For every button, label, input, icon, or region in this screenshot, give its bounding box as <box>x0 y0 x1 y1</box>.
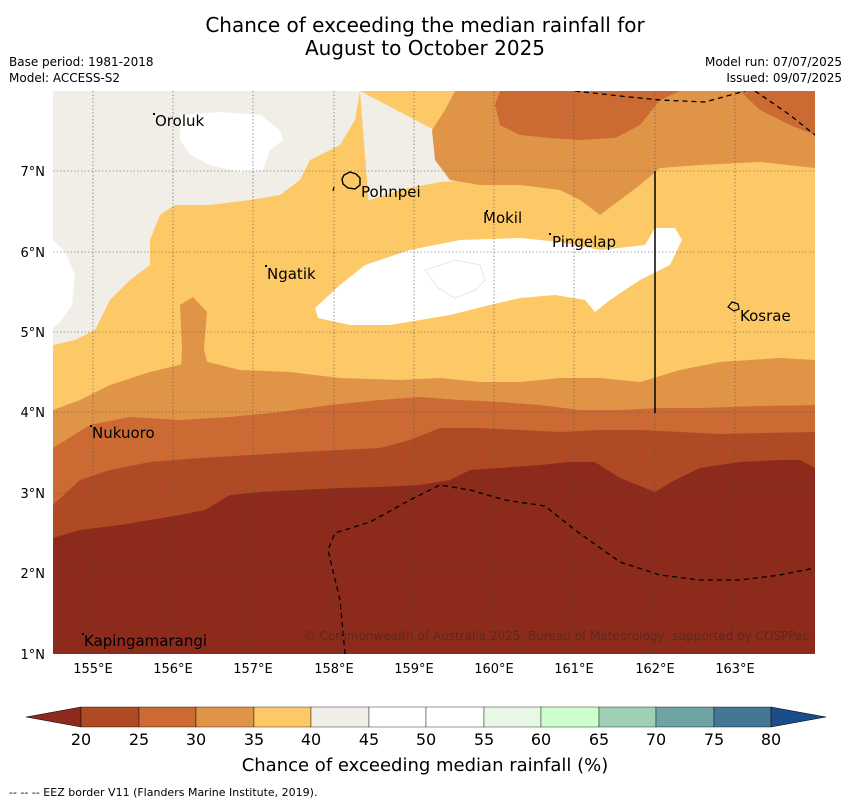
colorbar-cell <box>138 706 197 728</box>
map-title-line2: August to October 2025 <box>304 36 546 60</box>
lon-tick: 160°E <box>474 662 514 677</box>
colorbar-tick: 20 <box>71 730 91 749</box>
colorbar-cell <box>540 706 600 728</box>
colorbar-cell <box>253 706 312 728</box>
band-30-35-finger <box>180 297 212 385</box>
lon-tick: 159°E <box>394 662 434 677</box>
lat-axis: 7°N 6°N 5°N 4°N 3°N 2°N 1°N <box>21 165 46 663</box>
band-45-50-north <box>180 112 283 172</box>
colorbar-tick: 30 <box>186 730 206 749</box>
lat-tick: 2°N <box>21 567 46 582</box>
lat-tick: 4°N <box>21 406 46 421</box>
band-50-55-centre <box>424 259 486 299</box>
colorbar-tick: 50 <box>416 730 436 749</box>
colorbar-cell <box>598 706 657 728</box>
colorbar-title: Chance of exceeding median rainfall (%) <box>241 755 609 776</box>
place-mokil: Mokil <box>483 209 522 227</box>
lat-tick: 1°N <box>21 648 46 663</box>
model-run: Model run: 07/07/2025 <box>704 55 842 69</box>
base-period: Base period: 1981-2018 <box>9 55 154 69</box>
colorbar-ticks: 20 25 30 35 40 45 50 55 60 65 70 75 80 <box>71 730 781 749</box>
lat-tick: 3°N <box>21 487 46 502</box>
band-below-20 <box>53 460 815 654</box>
lon-tick: 157°E <box>233 662 273 677</box>
contour-layer: Oroluk Pohnpei Mokil Pingelap Ngatik Kos… <box>53 91 815 654</box>
lon-tick: 158°E <box>314 662 354 677</box>
colorbar-cell <box>713 706 772 728</box>
colorbar-cell <box>80 706 140 728</box>
colorbar-cell <box>425 706 485 728</box>
lon-tick: 155°E <box>73 662 113 677</box>
island-markers <box>82 113 551 635</box>
place-nukuoro: Nukuoro <box>92 424 155 442</box>
lon-tick: 163°E <box>715 662 755 677</box>
issued-date: Issued: 09/07/2025 <box>726 71 842 85</box>
lat-tick: 6°N <box>21 246 46 261</box>
colorbar-tick: 70 <box>646 730 666 749</box>
band-45-50-west <box>53 240 75 328</box>
lon-tick: 156°E <box>153 662 193 677</box>
colorbar: 20 25 30 35 40 45 50 55 60 65 70 75 80 <box>25 706 827 749</box>
place-kapingamarangi: Kapingamarangi <box>84 632 207 650</box>
lon-tick: 161°E <box>554 662 594 677</box>
colorbar-cell <box>310 706 370 728</box>
lat-tick: 7°N <box>21 165 46 180</box>
place-oroluk: Oroluk <box>155 112 204 130</box>
pohnpei-island-icon <box>341 171 361 190</box>
colorbar-tick: 55 <box>474 730 494 749</box>
colorbar-tick: 80 <box>761 730 781 749</box>
band-25-30-north <box>495 91 815 140</box>
place-pingelap: Pingelap <box>552 233 616 251</box>
place-kosrae: Kosrae <box>740 307 791 325</box>
place-ngatik: Ngatik <box>267 265 316 283</box>
colorbar-tick: 35 <box>244 730 264 749</box>
colorbar-tick: 65 <box>589 730 609 749</box>
colorbar-tick: 45 <box>359 730 379 749</box>
colorbar-cell <box>655 706 715 728</box>
model-name: Model: ACCESS-S2 <box>9 71 121 85</box>
copyright-notice: © Commonwealth of Australia 2025, Bureau… <box>304 629 809 643</box>
colorbar-cell <box>195 706 255 728</box>
eez-footnote: -- -- -- EEZ border V11 (Flanders Marine… <box>9 786 318 799</box>
lon-axis: 155°E 156°E 157°E 158°E 159°E 160°E 161°… <box>73 662 755 677</box>
eez-border <box>327 91 815 654</box>
kosrae-island-icon <box>727 301 740 312</box>
colorbar-cell <box>368 706 427 728</box>
colorbar-cell <box>483 706 542 728</box>
colorbar-high-arrow <box>770 706 827 728</box>
map-title-line1: Chance of exceeding the median rainfall … <box>205 13 645 37</box>
place-pohnpei: Pohnpei <box>361 183 421 201</box>
gridlines <box>53 91 815 654</box>
colorbar-tick: 25 <box>129 730 149 749</box>
colorbar-low-arrow <box>25 706 82 728</box>
lon-tick: 162°E <box>635 662 675 677</box>
colorbar-tick: 40 <box>301 730 321 749</box>
colorbar-tick: 60 <box>531 730 551 749</box>
colorbar-tick: 75 <box>704 730 724 749</box>
lat-tick: 5°N <box>21 326 46 341</box>
ant-atoll-icon <box>332 186 335 192</box>
